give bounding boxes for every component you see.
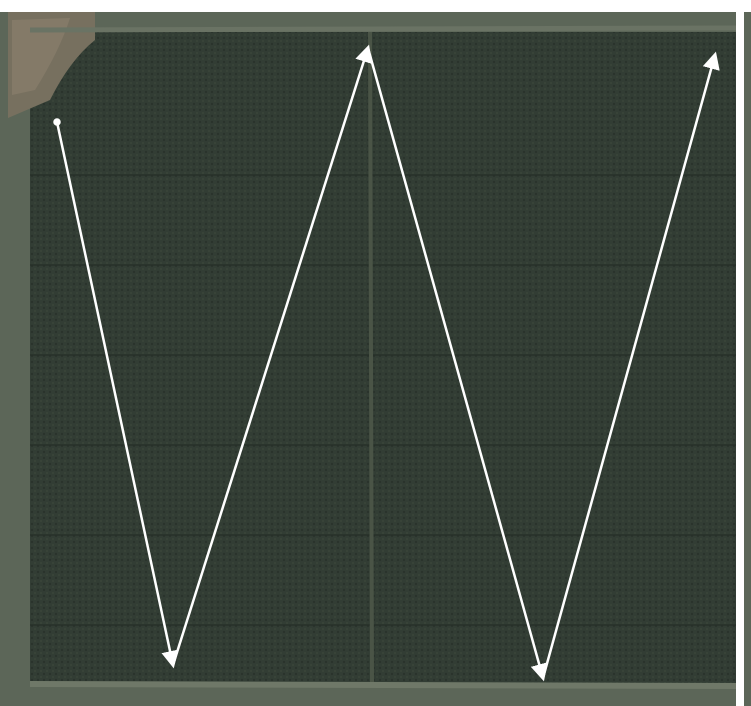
bottom-road xyxy=(30,684,738,686)
aerial-view xyxy=(0,0,751,706)
top-margin xyxy=(0,0,751,12)
center-track xyxy=(370,32,372,684)
page xyxy=(0,0,751,706)
top-road xyxy=(30,28,738,30)
